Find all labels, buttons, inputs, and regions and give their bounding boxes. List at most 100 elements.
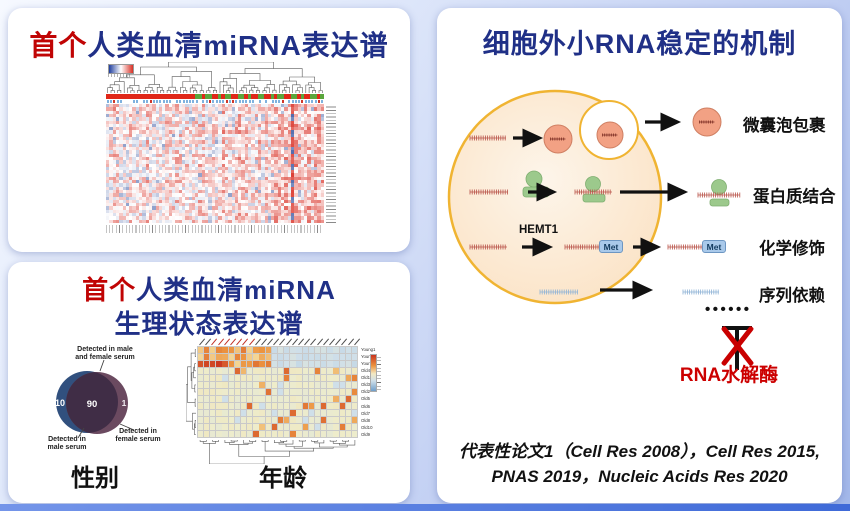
hm-cell [191,189,196,194]
hm-cell [214,160,219,164]
hm-cell [221,166,225,171]
hm-cell [300,117,305,121]
hm-cell [112,173,116,177]
hm-cell [254,133,258,138]
hm-cell [296,409,302,417]
hm-cell [238,183,242,187]
hm-cell [148,216,153,220]
hm-cell [197,430,204,438]
hm-cell [195,183,199,187]
hm-cell [132,206,136,210]
hm-cell [281,143,285,147]
annotation-segment [237,94,242,99]
hm-cell [152,213,156,217]
hm-cell [287,150,291,154]
hm-cell [115,193,120,197]
hm-cell [109,209,113,214]
hm-cell [165,180,169,184]
hm-cell [247,416,253,424]
hm-cell [132,156,136,161]
hm-cell [172,209,176,214]
hm-cell [125,120,130,124]
age-row-label: Young3 [361,361,376,367]
hm-cell [205,143,209,147]
hm-cell [254,173,258,177]
hm-cell [251,127,255,131]
hm-cell [247,409,253,417]
hm-cell [168,110,173,114]
hm-cell [281,193,285,197]
hm-cell [218,117,222,121]
rna-strand [539,289,578,295]
hm-cell [221,173,225,177]
hm-cell [264,156,268,161]
hm-cell [251,213,255,217]
hm-cell [274,156,278,161]
references-line1: 代表性论文1（Cell Res 2008），Cell Res 2015, [459,442,820,461]
hm-cell [185,120,189,124]
hm-cell [129,113,133,118]
hm-cell [112,133,116,138]
hm-cell [345,416,352,424]
hm-cell [307,183,311,187]
hm-cell [205,127,209,131]
hm-cell [228,173,232,177]
hm-cell [310,160,315,164]
hm-cell [145,163,149,167]
hm-cell [195,143,199,147]
hm-cell [281,176,285,181]
hm-cell [142,163,146,167]
hm-cell [241,176,245,181]
hm-cell [228,163,232,167]
hm-cell [281,206,285,210]
hm-cell [221,143,225,147]
hm-cell [314,150,318,154]
hm-cell [168,117,173,121]
hm-cell [308,430,315,438]
hm-cell [281,209,285,214]
hm-cell [241,123,245,128]
hm-cell [281,150,285,154]
hm-cell [214,206,219,210]
hm-cell [185,199,189,204]
hm-cell [234,353,241,361]
hm-cell [125,140,130,144]
hm-cell [135,199,140,204]
hm-cell [302,374,308,382]
hm-cell [234,203,239,207]
hm-cell [122,104,126,108]
hm-cell [152,193,156,197]
hm-cell [155,203,159,207]
annotation-tick [149,99,152,103]
hm-cell [351,388,358,396]
annotation-segment [195,94,199,99]
hm-cell [106,137,110,141]
hm-cell [201,107,206,111]
age-row-label: Old7 [361,410,371,416]
hm-cell [302,360,308,368]
hm-cell [264,150,268,154]
hm-cell [155,213,159,217]
hm-cell [198,130,202,134]
hm-cell [168,219,173,223]
hm-cell [221,120,225,124]
hm-cell [297,209,301,214]
hm-cell [345,423,352,431]
hm-cell [152,140,156,144]
hm-cell [307,203,311,207]
hm-cell [307,209,311,214]
hm-cell [145,104,149,108]
annotation-segment [307,94,311,99]
hm-cell [290,130,295,134]
hm-cell [165,173,169,177]
hm-cell [238,206,242,210]
hm-cell [241,216,245,220]
hm-cell [308,395,315,403]
hm-cell [321,346,327,354]
hm-cell [231,127,235,131]
hm-cell [254,117,258,121]
hm-cell [257,219,262,223]
hm-cell [106,150,110,154]
hm-cell [297,199,301,204]
hm-cell [155,163,159,167]
